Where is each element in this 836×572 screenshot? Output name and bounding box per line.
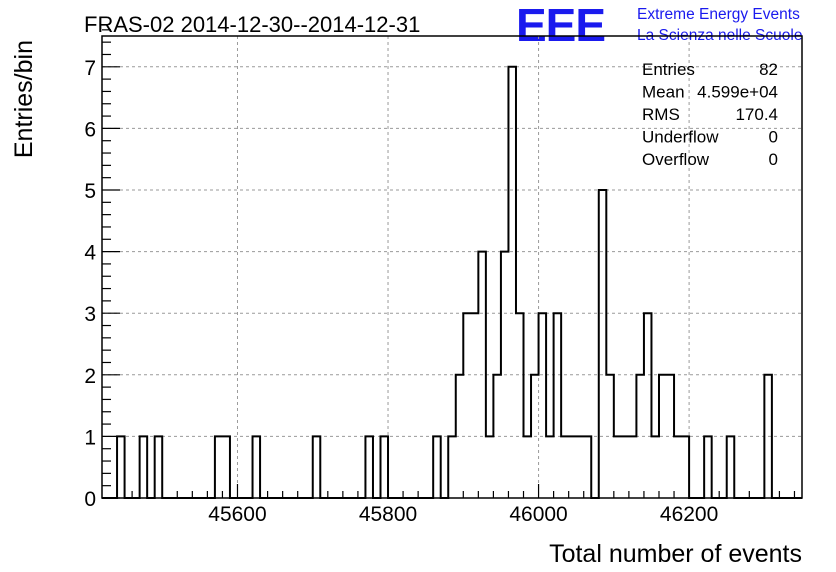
eee-logo: EEE Extreme Energy Events La Scienza nel… <box>516 0 802 51</box>
chart-title: FRAS-02 2014-12-30--2014-12-31 <box>84 12 420 37</box>
x-axis-title: Total number of events <box>549 540 802 568</box>
y-tick-label-4: 4 <box>84 242 96 265</box>
y-tick-label-0: 0 <box>84 488 96 511</box>
stats-label-rms: RMS <box>642 105 680 124</box>
y-axis-title: Entries/bin <box>10 40 38 158</box>
stats-value-rms: 170.4 <box>735 105 778 124</box>
x-tick-label-1: 45800 <box>359 503 417 526</box>
x-tick-label-0: 45600 <box>208 503 266 526</box>
y-tick-label-6: 6 <box>84 118 96 141</box>
stats-value-mean: 4.599e+04 <box>697 83 778 102</box>
stats-label-entries: Entries <box>642 60 695 79</box>
y-tick-label-5: 5 <box>84 180 96 203</box>
stats-value-overflow: 0 <box>769 150 778 169</box>
stats-value-entries: 82 <box>759 60 778 79</box>
y-tick-label-3: 3 <box>84 303 96 326</box>
stats-label-underflow: Underflow <box>642 128 719 147</box>
stats-box: Entries 82 Mean 4.599e+04 RMS 170.4 Underflow 0… <box>642 60 778 169</box>
y-tick-label-7: 7 <box>84 57 96 80</box>
y-axis-ticks <box>102 29 120 499</box>
eee-logo-mark: EEE <box>516 0 605 51</box>
grid-lines <box>102 36 802 498</box>
y-tick-label-1: 1 <box>84 426 96 449</box>
plot-frame <box>101 35 803 499</box>
y-axis-tick-labels: 0 1 2 3 4 5 6 7 <box>84 57 96 511</box>
eee-logo-line1: Extreme Energy Events <box>637 6 800 23</box>
x-axis-tick-labels: 45600 45800 46000 46200 <box>208 503 718 526</box>
x-tick-label-2: 46000 <box>509 503 567 526</box>
stats-value-underflow: 0 <box>769 128 778 147</box>
x-tick-label-3: 46200 <box>660 503 718 526</box>
stats-label-overflow: Overflow <box>642 150 710 169</box>
y-tick-label-2: 2 <box>84 365 96 388</box>
stats-label-mean: Mean <box>642 83 685 102</box>
x-axis-ticks <box>116 484 796 498</box>
